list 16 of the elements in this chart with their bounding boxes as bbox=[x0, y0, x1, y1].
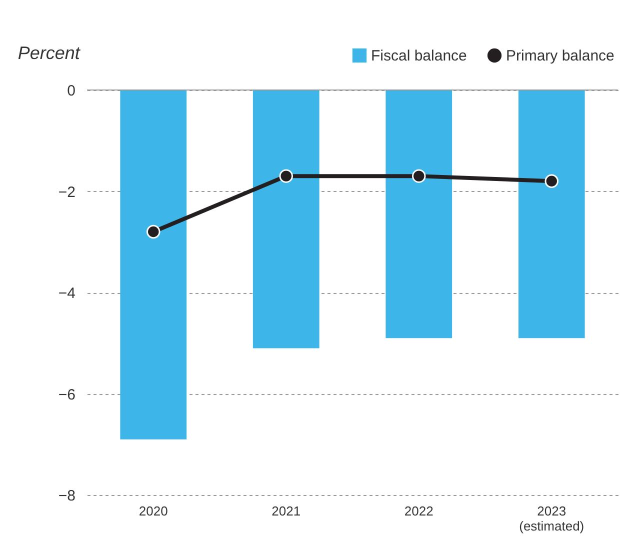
legend-label: Primary balance bbox=[506, 48, 614, 64]
x-tick-label: 2023 (estimated) bbox=[519, 504, 584, 534]
y-tick-label: −6 bbox=[58, 386, 76, 404]
point bbox=[544, 174, 558, 188]
legend-label: Fiscal balance bbox=[371, 48, 467, 64]
y-tick-label: −2 bbox=[58, 184, 76, 201]
y-tick-label: −8 bbox=[58, 488, 76, 504]
y-axis-title: Percent bbox=[18, 43, 81, 63]
x-tick-label: 2022 bbox=[404, 504, 434, 518]
x-tick-label: 2020 bbox=[138, 504, 168, 518]
point bbox=[279, 169, 293, 183]
y-tick-label: 0 bbox=[67, 82, 76, 100]
point bbox=[412, 169, 426, 183]
point bbox=[146, 224, 160, 239]
x-tick-label: 2021 bbox=[272, 504, 301, 518]
y-tick-label: −4 bbox=[58, 285, 76, 302]
